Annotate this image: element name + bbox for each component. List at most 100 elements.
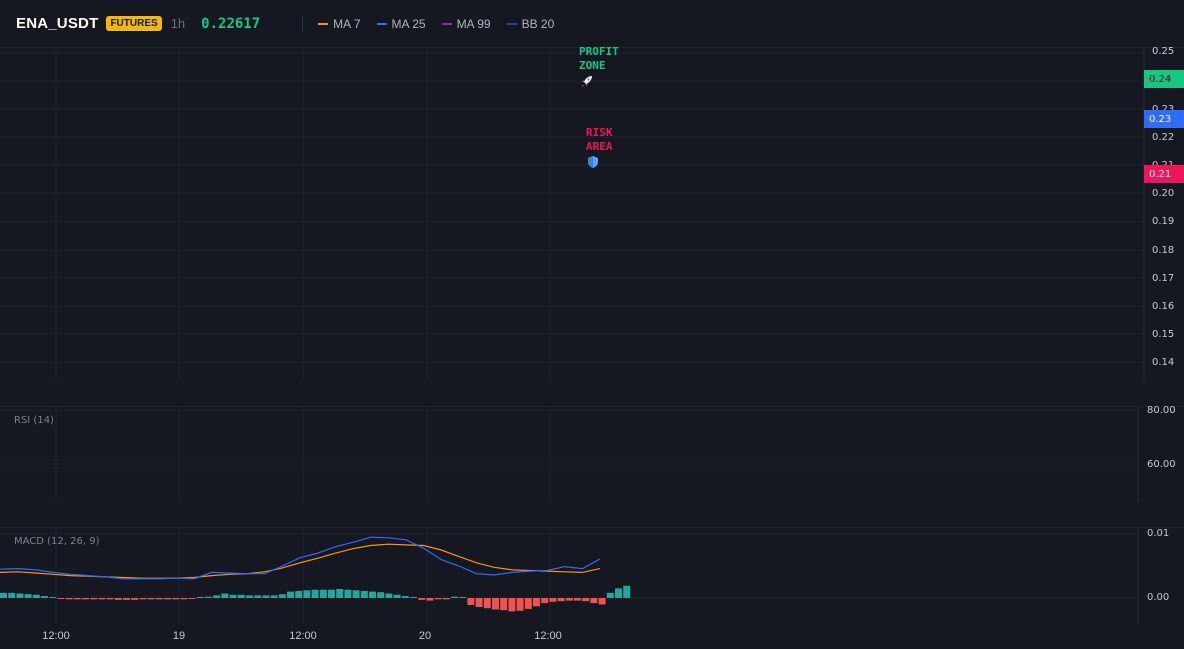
macd-histogram-bar (336, 589, 344, 598)
macd-histogram-bar (57, 598, 65, 599)
macd-histogram-bar (221, 593, 229, 598)
macd-histogram-bar (278, 594, 286, 598)
macd-tick: 0.01 (1147, 528, 1170, 539)
macd-histogram-bar (98, 598, 106, 600)
risk-area-line1: RISK (586, 126, 613, 139)
macd-histogram-bar (237, 594, 245, 598)
legend-bb20[interactable]: BB 20 (506, 16, 555, 31)
macd-histogram-bar (106, 598, 114, 600)
macd-histogram-bar (360, 591, 368, 598)
interval-selector[interactable]: 1h (170, 16, 186, 31)
indicator-legend: MA 7 MA 25 MA 99 BB 20 (318, 17, 554, 31)
macd-line (0, 536, 601, 580)
macd-chart (0, 528, 1139, 624)
macd-histogram-bar (369, 591, 376, 598)
macd-histogram-bar (123, 598, 130, 600)
macd-histogram-bar (410, 597, 417, 598)
macd-histogram-bar (459, 597, 467, 598)
macd-histogram-bar (524, 598, 532, 609)
ma99-swatch (441, 22, 452, 25)
macd-histogram-bar (32, 594, 40, 598)
macd-histogram-bar (598, 598, 606, 605)
macd-histogram-bar (377, 592, 385, 598)
macd-histogram-bar (549, 598, 557, 602)
macd-histogram-bar (328, 589, 335, 598)
macd-histogram-bar (131, 598, 139, 600)
rsi-tick: 60.00 (1147, 459, 1176, 470)
price-tick: 0.14 (1152, 357, 1175, 368)
legend-ma99-label: MA 99 (456, 16, 491, 31)
macd-histogram-bar (172, 598, 180, 600)
macd-histogram-bar (90, 598, 98, 600)
price-tick: 0.16 (1152, 301, 1175, 312)
profit-zone-line2: ZONE (579, 59, 606, 72)
legend-ma25-label: MA 25 (391, 16, 426, 31)
macd-histogram-bar (565, 598, 573, 601)
header-divider (302, 15, 304, 32)
rsi-tick: 80.00 (1147, 405, 1176, 416)
legend-ma7-label: MA 7 (333, 16, 361, 31)
ma7-swatch (318, 22, 329, 25)
legend-ma25[interactable]: MA 25 (376, 16, 426, 31)
macd-histogram-bar (483, 598, 491, 609)
macd-histogram-bar (582, 598, 590, 602)
legend-bb20-label: BB 20 (521, 16, 555, 31)
macd-histogram-bar (475, 598, 483, 607)
macd-histogram-bar (508, 598, 516, 612)
macd-histogram-bar (615, 588, 622, 598)
macd-histogram-bar (164, 598, 171, 600)
price-tick: 0.17 (1152, 273, 1175, 284)
price-tag-profit: 0.24 (1144, 70, 1184, 88)
macd-histogram-bar (426, 598, 434, 601)
macd-histogram-bar (516, 598, 524, 611)
macd-histogram-bar (180, 598, 188, 600)
macd-histogram-bar (401, 596, 409, 598)
price-tick: 0.25 (1152, 46, 1175, 57)
price-tick: 0.15 (1152, 329, 1175, 340)
macd-histogram-bar (147, 598, 155, 600)
macd-histogram-bar (451, 596, 458, 598)
macd-histogram-bar (24, 594, 32, 598)
macd-histogram-bar (303, 590, 311, 598)
profit-zone-line1: PROFIT (579, 45, 619, 58)
macd-histogram-bar (229, 594, 237, 598)
macd-histogram-bar (319, 589, 327, 598)
macd-histogram-bar (0, 592, 7, 598)
legend-ma99[interactable]: MA 99 (441, 16, 491, 31)
risk-area-annotation: RISK AREA (586, 126, 613, 154)
macd-histogram-bar (295, 591, 303, 598)
macd-histogram-bar (196, 597, 204, 598)
macd-histogram-bar (311, 589, 319, 598)
macd-histogram-bar (606, 592, 614, 598)
macd-histogram-bar (8, 592, 16, 598)
macd-histogram-bar (41, 596, 48, 598)
ma25-swatch (376, 22, 387, 25)
macd-histogram-bar (623, 585, 631, 598)
macd-histogram-bar (467, 598, 475, 605)
macd-histogram-bar (418, 598, 426, 600)
price-chart-panel[interactable]: 0.25 0.23 0.22 0.21 0.20 0.19 0.18 0.17 … (0, 45, 1184, 407)
symbol-name[interactable]: ENA_USDT (16, 15, 99, 32)
price-tag-current: 0.23 (1144, 110, 1184, 128)
macd-histogram-bar (65, 598, 73, 600)
macd-histogram-bar (434, 598, 442, 600)
time-tick: 12:00 (42, 630, 70, 642)
rsi-panel[interactable]: RSI (14) 80.00 60.00 (0, 405, 1184, 528)
price-tick: 0.18 (1152, 245, 1175, 256)
price-tag-risk: 0.21 (1144, 165, 1184, 183)
profit-zone-annotation: PROFIT ZONE (579, 45, 619, 73)
price-tick: 0.19 (1152, 216, 1175, 227)
macd-histogram-bar (590, 598, 598, 604)
rsi-grid (0, 407, 1184, 528)
macd-histogram-bar (155, 598, 163, 600)
macd-histogram-bar (254, 595, 262, 598)
price-tick: 0.23 (1152, 104, 1174, 115)
macd-histogram-bar (442, 598, 450, 600)
macd-histogram-bar (541, 598, 549, 604)
macd-histogram-bar (49, 597, 57, 598)
risk-area-line2: AREA (586, 140, 613, 153)
macd-panel[interactable]: MACD (12, 26, 9) 0.01 0.00 (0, 528, 1184, 624)
macd-histogram-bar (114, 598, 122, 600)
last-price: 0.22617 (201, 15, 261, 32)
legend-ma7[interactable]: MA 7 (318, 16, 361, 31)
